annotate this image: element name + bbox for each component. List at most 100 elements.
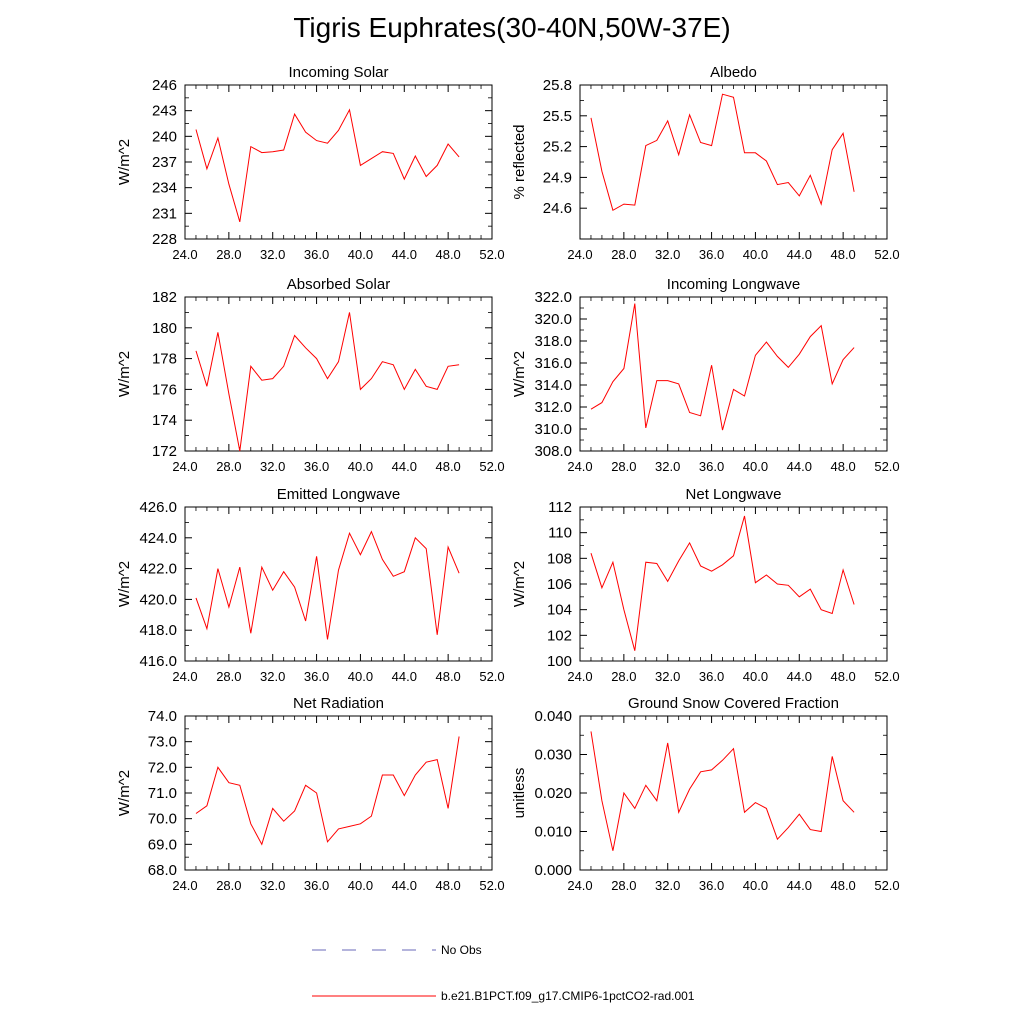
x-tick-label: 24.0 xyxy=(567,878,592,893)
panel-title: Emitted Longwave xyxy=(277,486,400,503)
y-tick-label: 0.010 xyxy=(534,824,572,841)
figure-title: Tigris Euphrates(30-40N,50W-37E) xyxy=(293,12,731,43)
y-tick-label: 110 xyxy=(548,525,572,542)
x-tick-label: 48.0 xyxy=(435,459,460,474)
y-axis-label: W/m^2 xyxy=(116,351,133,397)
y-tick-label: 0.020 xyxy=(534,785,572,802)
x-tick-label: 28.0 xyxy=(216,247,241,262)
y-tick-label: 418.0 xyxy=(139,622,177,639)
y-axis-label: W/m^2 xyxy=(116,139,133,185)
plot-frame xyxy=(579,506,888,662)
x-tick-label: 24.0 xyxy=(172,878,197,893)
panel-title: Incoming Longwave xyxy=(667,276,800,293)
y-tick-label: 25.8 xyxy=(543,77,572,94)
y-tick-label: 100 xyxy=(547,653,572,670)
y-tick-label: 234 xyxy=(152,180,177,197)
y-tick-label: 180 xyxy=(152,320,177,337)
x-tick-label: 36.0 xyxy=(304,878,329,893)
y-tick-label: 308.0 xyxy=(534,443,572,460)
y-tick-label: 422.0 xyxy=(139,561,177,578)
y-tick-label: 318.0 xyxy=(534,333,572,350)
x-tick-label: 52.0 xyxy=(874,459,899,474)
panel-title: Net Radiation xyxy=(293,695,384,712)
y-tick-label: 231 xyxy=(152,205,177,222)
x-tick-label: 32.0 xyxy=(655,878,680,893)
plot-frame xyxy=(184,84,493,240)
plot-frame xyxy=(184,715,493,871)
x-tick-label: 44.0 xyxy=(392,669,417,684)
panel-title: Albedo xyxy=(710,64,757,81)
x-tick-label: 40.0 xyxy=(348,669,373,684)
x-tick-label: 32.0 xyxy=(260,878,285,893)
panel-title: Incoming Solar xyxy=(288,64,388,81)
x-tick-label: 52.0 xyxy=(479,459,504,474)
y-tick-label: 72.0 xyxy=(148,759,177,776)
x-tick-label: 24.0 xyxy=(567,459,592,474)
y-tick-label: 314.0 xyxy=(534,377,572,394)
x-tick-label: 28.0 xyxy=(611,669,636,684)
x-tick-label: 44.0 xyxy=(787,669,812,684)
y-tick-label: 104 xyxy=(547,602,572,619)
x-tick-label: 52.0 xyxy=(874,247,899,262)
x-tick-label: 40.0 xyxy=(743,247,768,262)
x-tick-label: 36.0 xyxy=(699,878,724,893)
x-tick-label: 52.0 xyxy=(874,669,899,684)
y-tick-label: 73.0 xyxy=(148,734,177,751)
x-tick-label: 48.0 xyxy=(435,878,460,893)
y-tick-label: 310.0 xyxy=(534,421,572,438)
x-tick-label: 28.0 xyxy=(611,247,636,262)
x-tick-label: 24.0 xyxy=(567,669,592,684)
x-tick-label: 48.0 xyxy=(830,669,855,684)
panel-7: Net Radiation W/m^2 24.0 28.0 32.0 36.0 40.0 44… xyxy=(116,695,505,893)
panel-6: Net Longwave W/m^2 24.0 28.0 32.0 36.0 40.0 44.… xyxy=(511,486,900,684)
y-tick-label: 0.040 xyxy=(534,708,572,725)
series-line xyxy=(195,530,460,640)
x-tick-label: 36.0 xyxy=(699,459,724,474)
x-tick-label: 32.0 xyxy=(260,459,285,474)
x-tick-label: 28.0 xyxy=(611,878,636,893)
panel-8: Ground Snow Covered Fraction unitless 24.0… xyxy=(511,695,900,893)
x-tick-label: 44.0 xyxy=(787,459,812,474)
series-line xyxy=(590,515,855,651)
y-tick-label: 24.9 xyxy=(543,169,572,186)
legend-model-label: b.e21.B1PCT.f09_g17.CMIP6-1pctCO2-rad.00… xyxy=(441,989,695,1003)
x-tick-label: 28.0 xyxy=(216,878,241,893)
y-tick-label: 246 xyxy=(152,77,177,94)
y-tick-label: 420.0 xyxy=(139,591,177,608)
x-tick-label: 36.0 xyxy=(304,669,329,684)
x-tick-label: 40.0 xyxy=(743,878,768,893)
y-tick-label: 182 xyxy=(152,289,177,306)
y-tick-label: 228 xyxy=(152,231,177,248)
y-tick-label: 106 xyxy=(547,576,572,593)
y-tick-label: 426.0 xyxy=(139,499,177,516)
panel-1: Incoming Solar W/m^2 24.0 28.0 32.0 36.0 40.0 4… xyxy=(116,64,505,262)
x-tick-label: 44.0 xyxy=(392,878,417,893)
y-tick-label: 416.0 xyxy=(139,653,177,670)
y-tick-label: 24.6 xyxy=(543,200,572,217)
x-tick-label: 28.0 xyxy=(611,459,636,474)
y-tick-label: 70.0 xyxy=(148,811,177,828)
x-tick-label: 32.0 xyxy=(655,459,680,474)
x-tick-label: 44.0 xyxy=(392,247,417,262)
panel-3: Absorbed Solar W/m^2 24.0 28.0 32.0 36.0 40.0 4… xyxy=(116,276,505,474)
y-tick-label: 322.0 xyxy=(534,289,572,306)
x-tick-label: 40.0 xyxy=(348,878,373,893)
y-tick-label: 178 xyxy=(152,351,177,368)
x-tick-label: 28.0 xyxy=(216,459,241,474)
series-line xyxy=(590,731,855,851)
x-tick-label: 32.0 xyxy=(655,669,680,684)
x-tick-label: 40.0 xyxy=(743,459,768,474)
y-tick-label: 25.2 xyxy=(543,139,572,156)
series-line xyxy=(195,736,460,846)
y-axis-label: % reflected xyxy=(511,124,528,199)
y-axis-label: unitless xyxy=(511,768,528,819)
panel-2: Albedo % reflected 24.0 28.0 32.0 36.0 40.0 44.… xyxy=(511,64,900,262)
y-tick-label: 174 xyxy=(152,412,177,429)
x-tick-label: 32.0 xyxy=(260,669,285,684)
x-tick-label: 40.0 xyxy=(348,247,373,262)
series-line xyxy=(195,312,460,452)
x-tick-label: 32.0 xyxy=(655,247,680,262)
x-tick-label: 44.0 xyxy=(392,459,417,474)
y-tick-label: 68.0 xyxy=(148,862,177,879)
